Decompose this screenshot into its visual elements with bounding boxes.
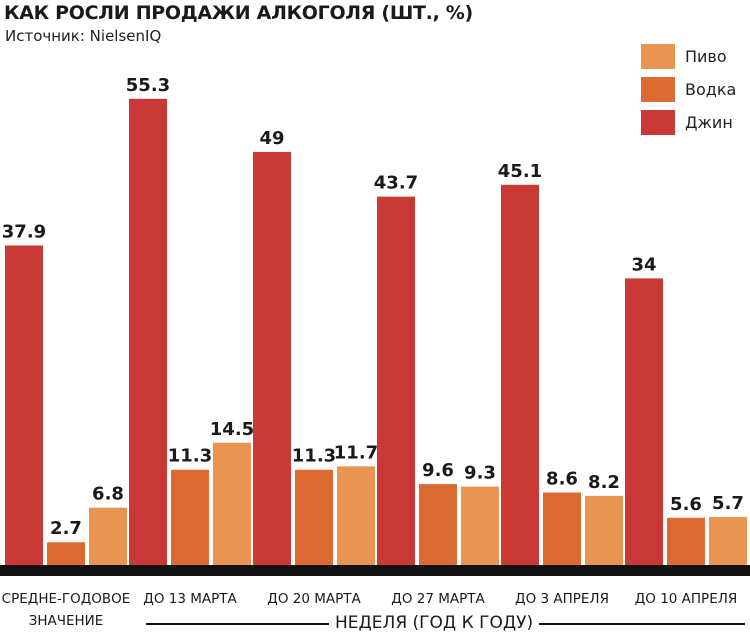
bar-beer-1 <box>213 442 251 565</box>
category-label-0: СРЕДНЕ-ГОДОВОЕ <box>2 591 131 607</box>
value-label-beer-2: 11.7 <box>334 442 378 463</box>
value-label-vodka-0: 2.7 <box>50 518 82 539</box>
bar-gin-1 <box>129 98 167 566</box>
category-label-0-line2: ЗНАЧЕНИЕ <box>29 613 104 629</box>
category-label-4: ДО 3 АПРЕЛЯ <box>515 591 609 607</box>
bar-gin-3 <box>377 196 415 565</box>
value-label-gin-5: 34 <box>631 254 656 275</box>
legend: Пиво Водка Джин <box>641 40 736 139</box>
chart-source: Источник: NielsenIQ <box>5 27 162 45</box>
bar-beer-4 <box>585 495 623 565</box>
value-label-vodka-5: 5.6 <box>670 494 702 515</box>
bar-gin-2 <box>253 151 291 565</box>
bar-gin-5 <box>625 278 663 565</box>
bar-vodka-5 <box>667 517 705 565</box>
value-label-beer-5: 5.7 <box>712 493 744 514</box>
category-label-1: ДО 13 МАРТА <box>143 591 237 607</box>
category-label-3: ДО 27 МАРТА <box>391 591 485 607</box>
value-label-beer-4: 8.2 <box>588 472 620 493</box>
legend-swatch-beer <box>641 44 675 69</box>
legend-label-gin: Джин <box>685 113 733 132</box>
bar-beer-2 <box>337 466 375 565</box>
legend-label-beer: Пиво <box>685 47 727 66</box>
bar-vodka-4 <box>543 492 581 565</box>
bar-gin-4 <box>501 184 539 565</box>
bar-beer-5 <box>709 516 747 565</box>
legend-swatch-vodka <box>641 77 675 102</box>
value-label-gin-1: 55.3 <box>126 75 170 96</box>
legend-label-vodka: Водка <box>685 80 737 99</box>
value-label-vodka-2: 11.3 <box>292 446 336 467</box>
value-label-beer-1: 14.5 <box>210 419 254 440</box>
value-label-beer-3: 9.3 <box>464 463 496 484</box>
chart-title: КАК РОСЛИ ПРОДАЖИ АЛКОГОЛЯ (ШТ., %) <box>4 2 473 24</box>
bar-vodka-2 <box>295 469 333 565</box>
legend-swatch-gin <box>641 110 675 135</box>
bar-beer-3 <box>461 486 499 565</box>
legend-item-vodka: Водка <box>641 73 736 106</box>
value-label-vodka-3: 9.6 <box>422 460 454 481</box>
legend-item-beer: Пиво <box>641 40 736 73</box>
value-label-gin-2: 49 <box>259 128 284 149</box>
bar-beer-0 <box>89 507 127 565</box>
x-axis-band <box>0 565 750 576</box>
legend-item-gin: Джин <box>641 106 736 139</box>
bar-gin-0 <box>5 245 43 566</box>
value-label-vodka-4: 8.6 <box>546 469 578 490</box>
value-label-beer-0: 6.8 <box>92 484 124 505</box>
value-label-gin-4: 45.1 <box>498 161 542 182</box>
value-label-gin-0: 37.9 <box>2 222 46 243</box>
category-label-2: ДО 20 МАРТА <box>267 591 361 607</box>
x-axis-title: НЕДЕЛЯ (ГОД К ГОДУ) <box>329 613 540 633</box>
value-label-gin-3: 43.7 <box>374 173 418 194</box>
value-label-vodka-1: 11.3 <box>168 446 212 467</box>
bar-vodka-3 <box>419 484 457 565</box>
bar-vodka-0 <box>47 542 85 565</box>
category-label-5: ДО 10 АПРЕЛЯ <box>635 591 738 607</box>
bar-vodka-1 <box>171 469 209 565</box>
